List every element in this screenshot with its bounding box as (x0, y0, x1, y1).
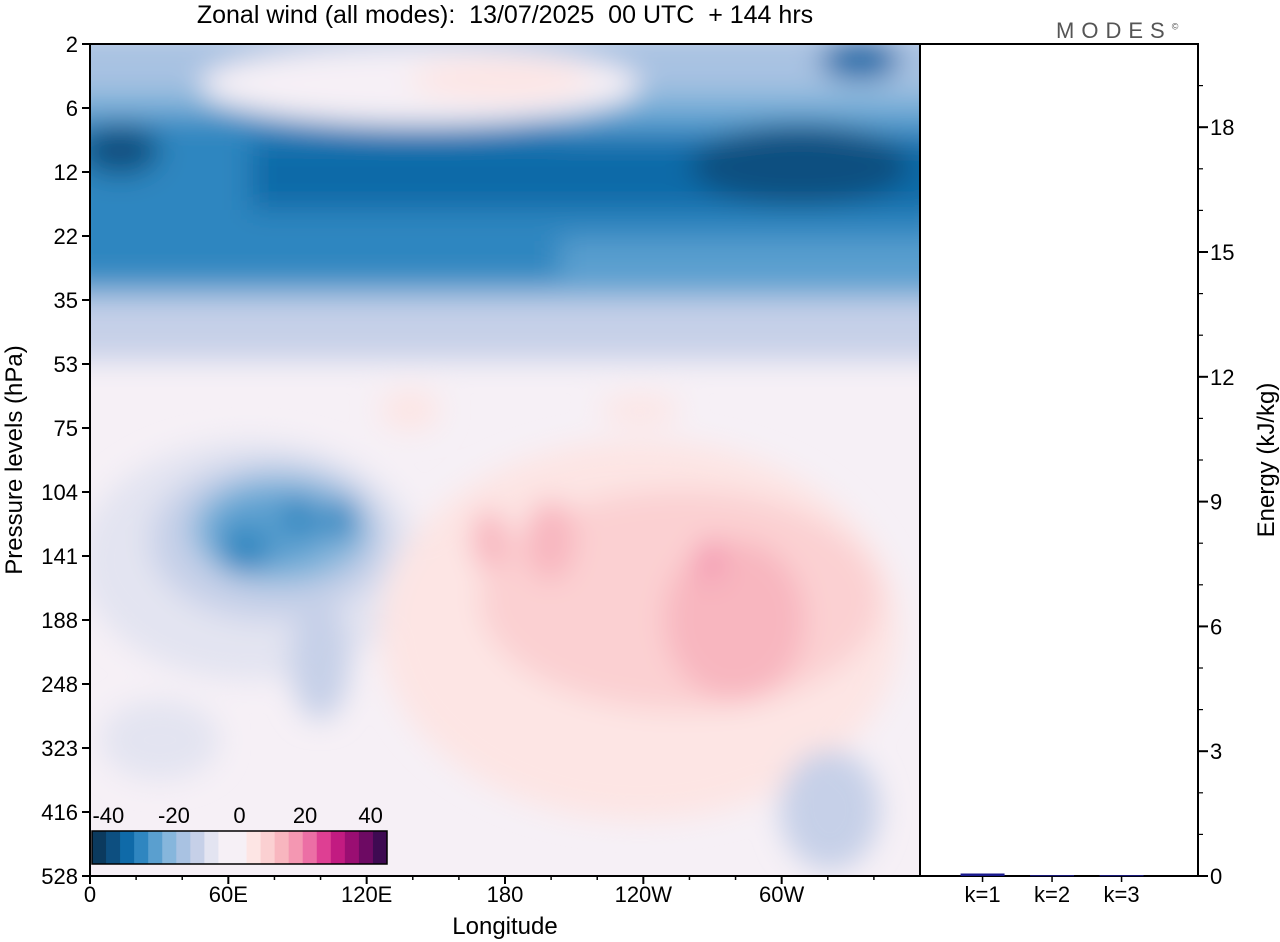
colorbar-cell (316, 831, 332, 864)
field-blob (90, 125, 160, 175)
x-tick-label: 180 (487, 882, 524, 907)
colorbar-cell (148, 831, 163, 864)
heatmap-x-axis: 0 60E 120E 180 120W 60W (84, 876, 875, 907)
colorbar-ticks: -40 -20 0 20 40 (92, 803, 382, 828)
energy-y-axis: 0 3 6 9 12 15 18 (1198, 84, 1234, 889)
energy-bar (1099, 875, 1144, 877)
y-tick-label: 141 (41, 544, 78, 569)
y-tick-label: 188 (41, 608, 78, 633)
colorbar-cell (106, 831, 121, 864)
colorbar-cell (190, 831, 205, 864)
colorbar-cell (260, 831, 276, 864)
field-blob (325, 500, 355, 540)
colorbar-cell (358, 831, 374, 864)
colorbar-cell (162, 831, 177, 864)
energy-tick-label: 9 (1210, 490, 1222, 515)
field-blob (690, 125, 910, 205)
colorbar-tick-label: 40 (358, 803, 382, 828)
energy-panel-frame (919, 43, 1199, 877)
colorbar-border (91, 830, 388, 865)
field-blob (100, 700, 220, 780)
energy-category-label: k=2 (1034, 882, 1070, 907)
y-tick-label: 2 (66, 32, 78, 57)
y-axis-label: Pressure levels (hPa) (1, 345, 28, 574)
colorbar-cell (204, 831, 219, 864)
field-blob (290, 600, 350, 720)
energy-tick-label: 18 (1210, 115, 1234, 140)
field-blob (410, 60, 590, 100)
colorbar-tick-label: -40 (92, 803, 124, 828)
heatmap-y-axis: 2 6 12 22 35 53 75 104 141 188 248 323 416 528 (41, 32, 90, 889)
y-tick-label: 12 (54, 160, 78, 185)
chart-title: Zonal wind (all modes): 13/07/2025 00 UT… (196, 1, 814, 29)
x-tick-label: 60E (209, 882, 248, 907)
energy-tick-label: 12 (1210, 365, 1234, 390)
y-tick-label: 416 (41, 800, 78, 825)
energy-category-label: k=3 (1104, 882, 1140, 907)
colorbar-cell (302, 831, 318, 864)
colorbar-cell (330, 831, 346, 864)
x-axis-label: Longitude (452, 913, 557, 940)
y-tick-label: 323 (41, 736, 78, 761)
energy-tick-label: 3 (1210, 739, 1222, 764)
field-blob (472, 510, 508, 570)
y-tick-label: 75 (54, 416, 78, 441)
field-blob (282, 495, 318, 535)
y-tick-label: 248 (41, 672, 78, 697)
colorbar-tick-label: 20 (293, 803, 317, 828)
field-blob (820, 44, 900, 80)
colorbar-cell (176, 831, 191, 864)
x-tick-label: 120E (341, 882, 392, 907)
field-blob (600, 395, 680, 425)
colorbar-cell (218, 831, 233, 864)
energy-x-axis: k=1 k=2 k=3 (965, 876, 1140, 907)
colorbar-cell (288, 831, 304, 864)
field-blob (90, 300, 920, 360)
colorbar-cell (246, 831, 262, 864)
brand-mark: © (1171, 21, 1179, 32)
field-blob (780, 750, 880, 870)
colorbar-cell (92, 831, 107, 864)
colorbar-cell (232, 831, 248, 864)
energy-bar (960, 873, 1005, 876)
colorbar (91, 830, 388, 865)
modes-logo: MODES© (1056, 18, 1178, 44)
energy-bars (960, 873, 1144, 877)
x-tick-label: 60W (759, 882, 804, 907)
colorbar-cell (344, 831, 360, 864)
colorbar-tick-label: 0 (233, 803, 245, 828)
colorbar-cell (274, 831, 290, 864)
energy-tick-label: 0 (1210, 864, 1222, 889)
field-blob (220, 528, 270, 572)
y-tick-label: 6 (66, 96, 78, 121)
x-tick-label: 120W (615, 882, 673, 907)
colorbar-tick-label: -20 (158, 803, 190, 828)
colorbar-cell (372, 831, 388, 864)
field-blob (698, 538, 722, 582)
x-tick-label: 0 (84, 882, 96, 907)
y-tick-label: 528 (41, 864, 78, 889)
y-tick-label: 104 (41, 480, 78, 505)
field-blob (380, 390, 440, 430)
field-blob (665, 540, 805, 700)
energy-tick-label: 15 (1210, 240, 1234, 265)
energy-axis-label: Energy (kJ/kg) (1253, 383, 1280, 538)
energy-bar (1030, 875, 1075, 877)
colorbar-cell (134, 831, 149, 864)
colorbar-cell (120, 831, 135, 864)
heatmap-field (90, 44, 920, 870)
energy-tick-label: 6 (1210, 614, 1222, 639)
energy-category-label: k=1 (965, 882, 1001, 907)
brand-text: MODES (1056, 18, 1172, 43)
y-tick-label: 53 (54, 352, 78, 377)
y-tick-label: 35 (54, 288, 78, 313)
y-tick-label: 22 (54, 224, 78, 249)
field-blob (525, 500, 575, 580)
